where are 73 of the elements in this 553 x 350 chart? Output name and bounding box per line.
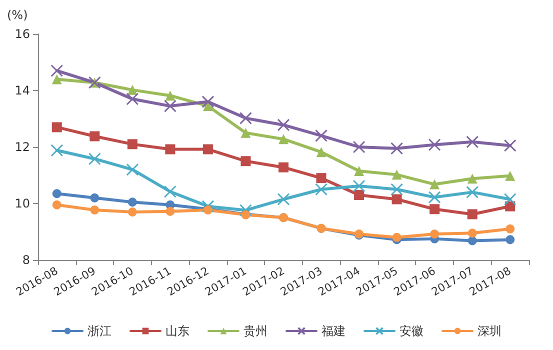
point (428, 138, 441, 151)
legend-label: 山东 (166, 324, 190, 338)
y-axis-title: (%) (7, 8, 28, 22)
point (506, 224, 515, 234)
point (390, 142, 404, 155)
point (392, 170, 402, 180)
point (315, 183, 328, 196)
point (202, 200, 214, 213)
point (504, 193, 516, 206)
point (466, 186, 479, 198)
point (165, 90, 176, 101)
point (466, 136, 479, 148)
point (354, 166, 364, 176)
point (88, 152, 101, 166)
point (277, 118, 290, 132)
point (315, 129, 328, 142)
point (352, 180, 366, 192)
legend-label: 贵州 (244, 324, 268, 338)
point (506, 235, 515, 244)
point (52, 189, 62, 198)
point (128, 198, 137, 207)
point (165, 144, 176, 154)
point (202, 144, 213, 154)
point (240, 128, 251, 138)
point (127, 84, 138, 95)
point (504, 139, 516, 152)
legend-label: 安徽 (400, 324, 424, 338)
point (50, 144, 64, 157)
point (352, 140, 366, 154)
point (390, 183, 404, 196)
legend-label: 深圳 (478, 324, 502, 338)
y-tick-label: 10 (14, 196, 30, 210)
point (428, 191, 441, 204)
point (278, 162, 288, 172)
point (467, 209, 478, 220)
point (52, 74, 62, 84)
y-tick-label: 12 (14, 140, 30, 154)
point (126, 163, 139, 176)
point (278, 134, 288, 144)
point (277, 193, 290, 206)
y-tick-label: 16 (14, 27, 30, 41)
y-tick-label: 14 (14, 84, 30, 98)
point (126, 92, 139, 106)
point (354, 190, 364, 200)
point (52, 122, 62, 132)
point (202, 96, 214, 108)
legend-label: 浙江 (88, 324, 112, 338)
point (239, 112, 252, 124)
point (90, 131, 100, 142)
point (164, 100, 176, 112)
point (50, 64, 64, 77)
point (430, 179, 440, 190)
point (239, 204, 252, 217)
point (392, 194, 402, 204)
point (505, 170, 516, 181)
point (467, 174, 478, 184)
point (128, 207, 137, 216)
point (52, 200, 62, 210)
point (316, 147, 326, 158)
point (90, 206, 100, 214)
point (430, 204, 440, 214)
point (90, 193, 100, 202)
point (430, 230, 440, 239)
point (127, 139, 138, 150)
point (164, 185, 176, 198)
legend-label: 福建 (322, 324, 346, 338)
point (166, 206, 175, 216)
point (468, 228, 477, 238)
point (392, 232, 402, 242)
y-tick-label: 8 (22, 253, 30, 267)
point (468, 236, 477, 246)
point (316, 173, 326, 184)
point (240, 156, 251, 166)
